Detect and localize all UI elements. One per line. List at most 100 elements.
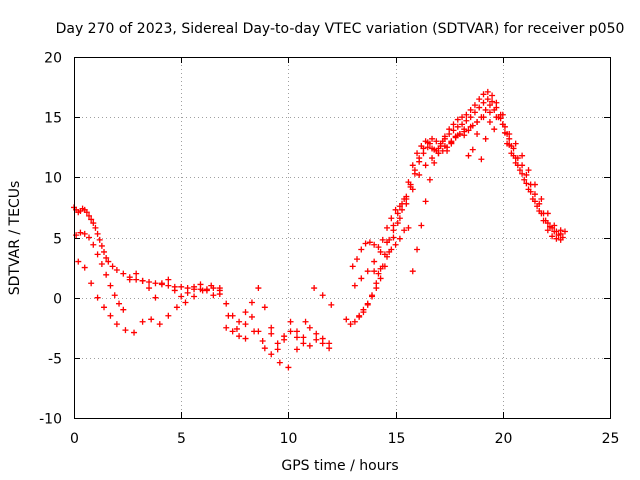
data-point [379, 236, 386, 243]
data-point [506, 131, 513, 138]
data-point [293, 328, 300, 335]
data-point [293, 334, 300, 341]
data-point [557, 230, 564, 237]
data-point [165, 282, 172, 289]
data-point [491, 106, 498, 113]
data-point [319, 340, 326, 347]
data-point [371, 258, 378, 265]
series-arc-d [343, 88, 568, 328]
data-point [429, 155, 436, 162]
data-point [450, 121, 457, 128]
data-point [300, 340, 307, 347]
data-point [480, 91, 487, 98]
data-point [409, 268, 416, 275]
data-point [146, 279, 153, 286]
data-point [120, 306, 127, 313]
data-point [94, 230, 101, 237]
data-point [120, 270, 127, 277]
data-point [394, 210, 401, 217]
y-tick-label: -5 [48, 352, 62, 368]
data-point [364, 300, 371, 307]
data-point [165, 312, 172, 319]
data-point [516, 167, 523, 174]
data-point [75, 258, 82, 265]
data-point [101, 304, 108, 311]
data-point [478, 156, 485, 163]
data-point [512, 140, 519, 147]
data-point [377, 248, 384, 255]
data-point [544, 227, 551, 234]
data-point [454, 132, 461, 139]
data-point [544, 210, 551, 217]
data-point [152, 280, 159, 287]
series-arc-h [351, 109, 564, 289]
data-point [90, 220, 97, 227]
data-point [94, 251, 101, 258]
data-point [113, 266, 120, 273]
data-point [369, 293, 376, 300]
data-point [139, 277, 146, 284]
data-point [439, 138, 446, 145]
data-point [326, 345, 333, 352]
data-point [420, 150, 427, 157]
data-point [210, 292, 217, 299]
data-point [396, 235, 403, 242]
data-point [534, 203, 541, 210]
data-point [306, 342, 313, 349]
x-tick-label: 10 [280, 431, 298, 447]
data-point [499, 111, 506, 118]
data-point [92, 224, 99, 231]
data-point [553, 235, 560, 242]
data-point [191, 283, 198, 290]
data-point [191, 293, 198, 300]
data-point [165, 276, 172, 283]
data-point [109, 263, 116, 270]
data-point [390, 234, 397, 241]
x-tick-label: 15 [388, 431, 406, 447]
data-point [236, 333, 243, 340]
data-point [88, 280, 95, 287]
data-point [384, 224, 391, 231]
data-point [158, 280, 165, 287]
data-point [313, 336, 320, 343]
data-point [422, 198, 429, 205]
data-point [523, 180, 530, 187]
data-point [465, 152, 472, 159]
axis-ticks [74, 57, 611, 419]
data-point [441, 143, 448, 150]
data-point [261, 345, 268, 352]
data-point [276, 359, 283, 366]
data-point [306, 324, 313, 331]
data-points [71, 88, 568, 371]
x-tick-label: 0 [70, 431, 79, 447]
data-point [394, 220, 401, 227]
data-point [285, 364, 292, 371]
data-point [486, 102, 493, 109]
data-point [83, 209, 90, 216]
y-tick-label: 20 [44, 51, 62, 67]
data-point [122, 327, 129, 334]
data-point [476, 96, 483, 103]
y-tick-labels: -10 -5 0 5 10 15 20 [39, 51, 62, 428]
data-point [418, 143, 425, 150]
data-point [242, 321, 249, 328]
data-point [531, 191, 538, 198]
data-point [388, 246, 395, 253]
data-point [463, 117, 470, 124]
series-arc-a [71, 204, 333, 347]
data-point [116, 300, 123, 307]
data-point [77, 229, 84, 236]
data-point [465, 127, 472, 134]
data-point [431, 159, 438, 166]
y-axis-label: SDTVAR / TECUs [7, 181, 23, 296]
data-point [103, 254, 110, 261]
plot-frame [74, 57, 611, 419]
data-point [525, 167, 532, 174]
data-point [461, 128, 468, 135]
series-arc-e [356, 96, 564, 319]
data-point [422, 162, 429, 169]
data-point [480, 99, 487, 106]
data-point [401, 195, 408, 202]
data-point [268, 330, 275, 337]
